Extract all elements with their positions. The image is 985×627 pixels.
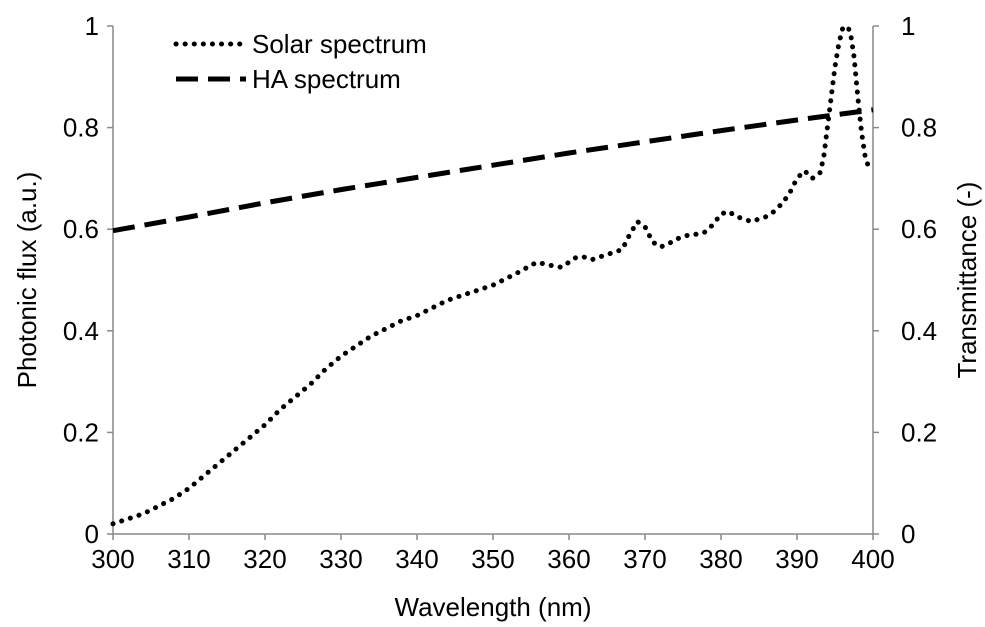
y2-axis-label: Transmittance (-) <box>952 182 982 379</box>
y-tick-label: 0.6 <box>63 214 99 244</box>
x-tick-label: 370 <box>623 544 666 574</box>
y-tick-label: 0.4 <box>63 316 99 346</box>
x-axis-label: Wavelength (nm) <box>395 592 592 622</box>
legend-label-solar-spectrum: Solar spectrum <box>252 29 427 59</box>
y2-tick-label: 1 <box>901 11 915 41</box>
y2-tick-label: 0 <box>901 519 915 549</box>
y-tick-label: 0.8 <box>63 113 99 143</box>
x-tick-label: 380 <box>699 544 742 574</box>
y2-tick-label: 0.8 <box>901 113 937 143</box>
labels-layer: Wavelength (nm) Photonic flux (a.u.) Tra… <box>12 172 982 622</box>
x-tick-label: 330 <box>319 544 362 574</box>
x-tick-label: 310 <box>167 544 210 574</box>
legend-label-ha-spectrum: HA spectrum <box>252 64 401 94</box>
x-tick-label: 340 <box>395 544 438 574</box>
y2-tick-label: 0.6 <box>901 214 937 244</box>
x-tick-label: 400 <box>851 544 894 574</box>
axes: 300 310 320 330 340 350 360 370 380 390 40000.20.4… <box>63 11 937 574</box>
legend: Solar spectrum HA spectrum <box>173 29 427 94</box>
x-tick-label: 300 <box>91 544 134 574</box>
x-tick-label: 360 <box>547 544 590 574</box>
y2-tick-label: 0.2 <box>901 417 937 447</box>
series-layer <box>110 23 874 527</box>
x-tick-label: 390 <box>775 544 818 574</box>
y2-tick-label: 0.4 <box>901 316 937 346</box>
x-tick-label: 350 <box>471 544 514 574</box>
y-tick-label: 0 <box>85 519 99 549</box>
series-line-ha-spectrum <box>112 107 874 234</box>
y-axis-label: Photonic flux (a.u.) <box>12 172 42 389</box>
x-tick-label: 320 <box>243 544 286 574</box>
y-tick-label: 0.2 <box>63 417 99 447</box>
series-line-solar-spectrum <box>110 23 872 527</box>
y-tick-label: 1 <box>85 11 99 41</box>
